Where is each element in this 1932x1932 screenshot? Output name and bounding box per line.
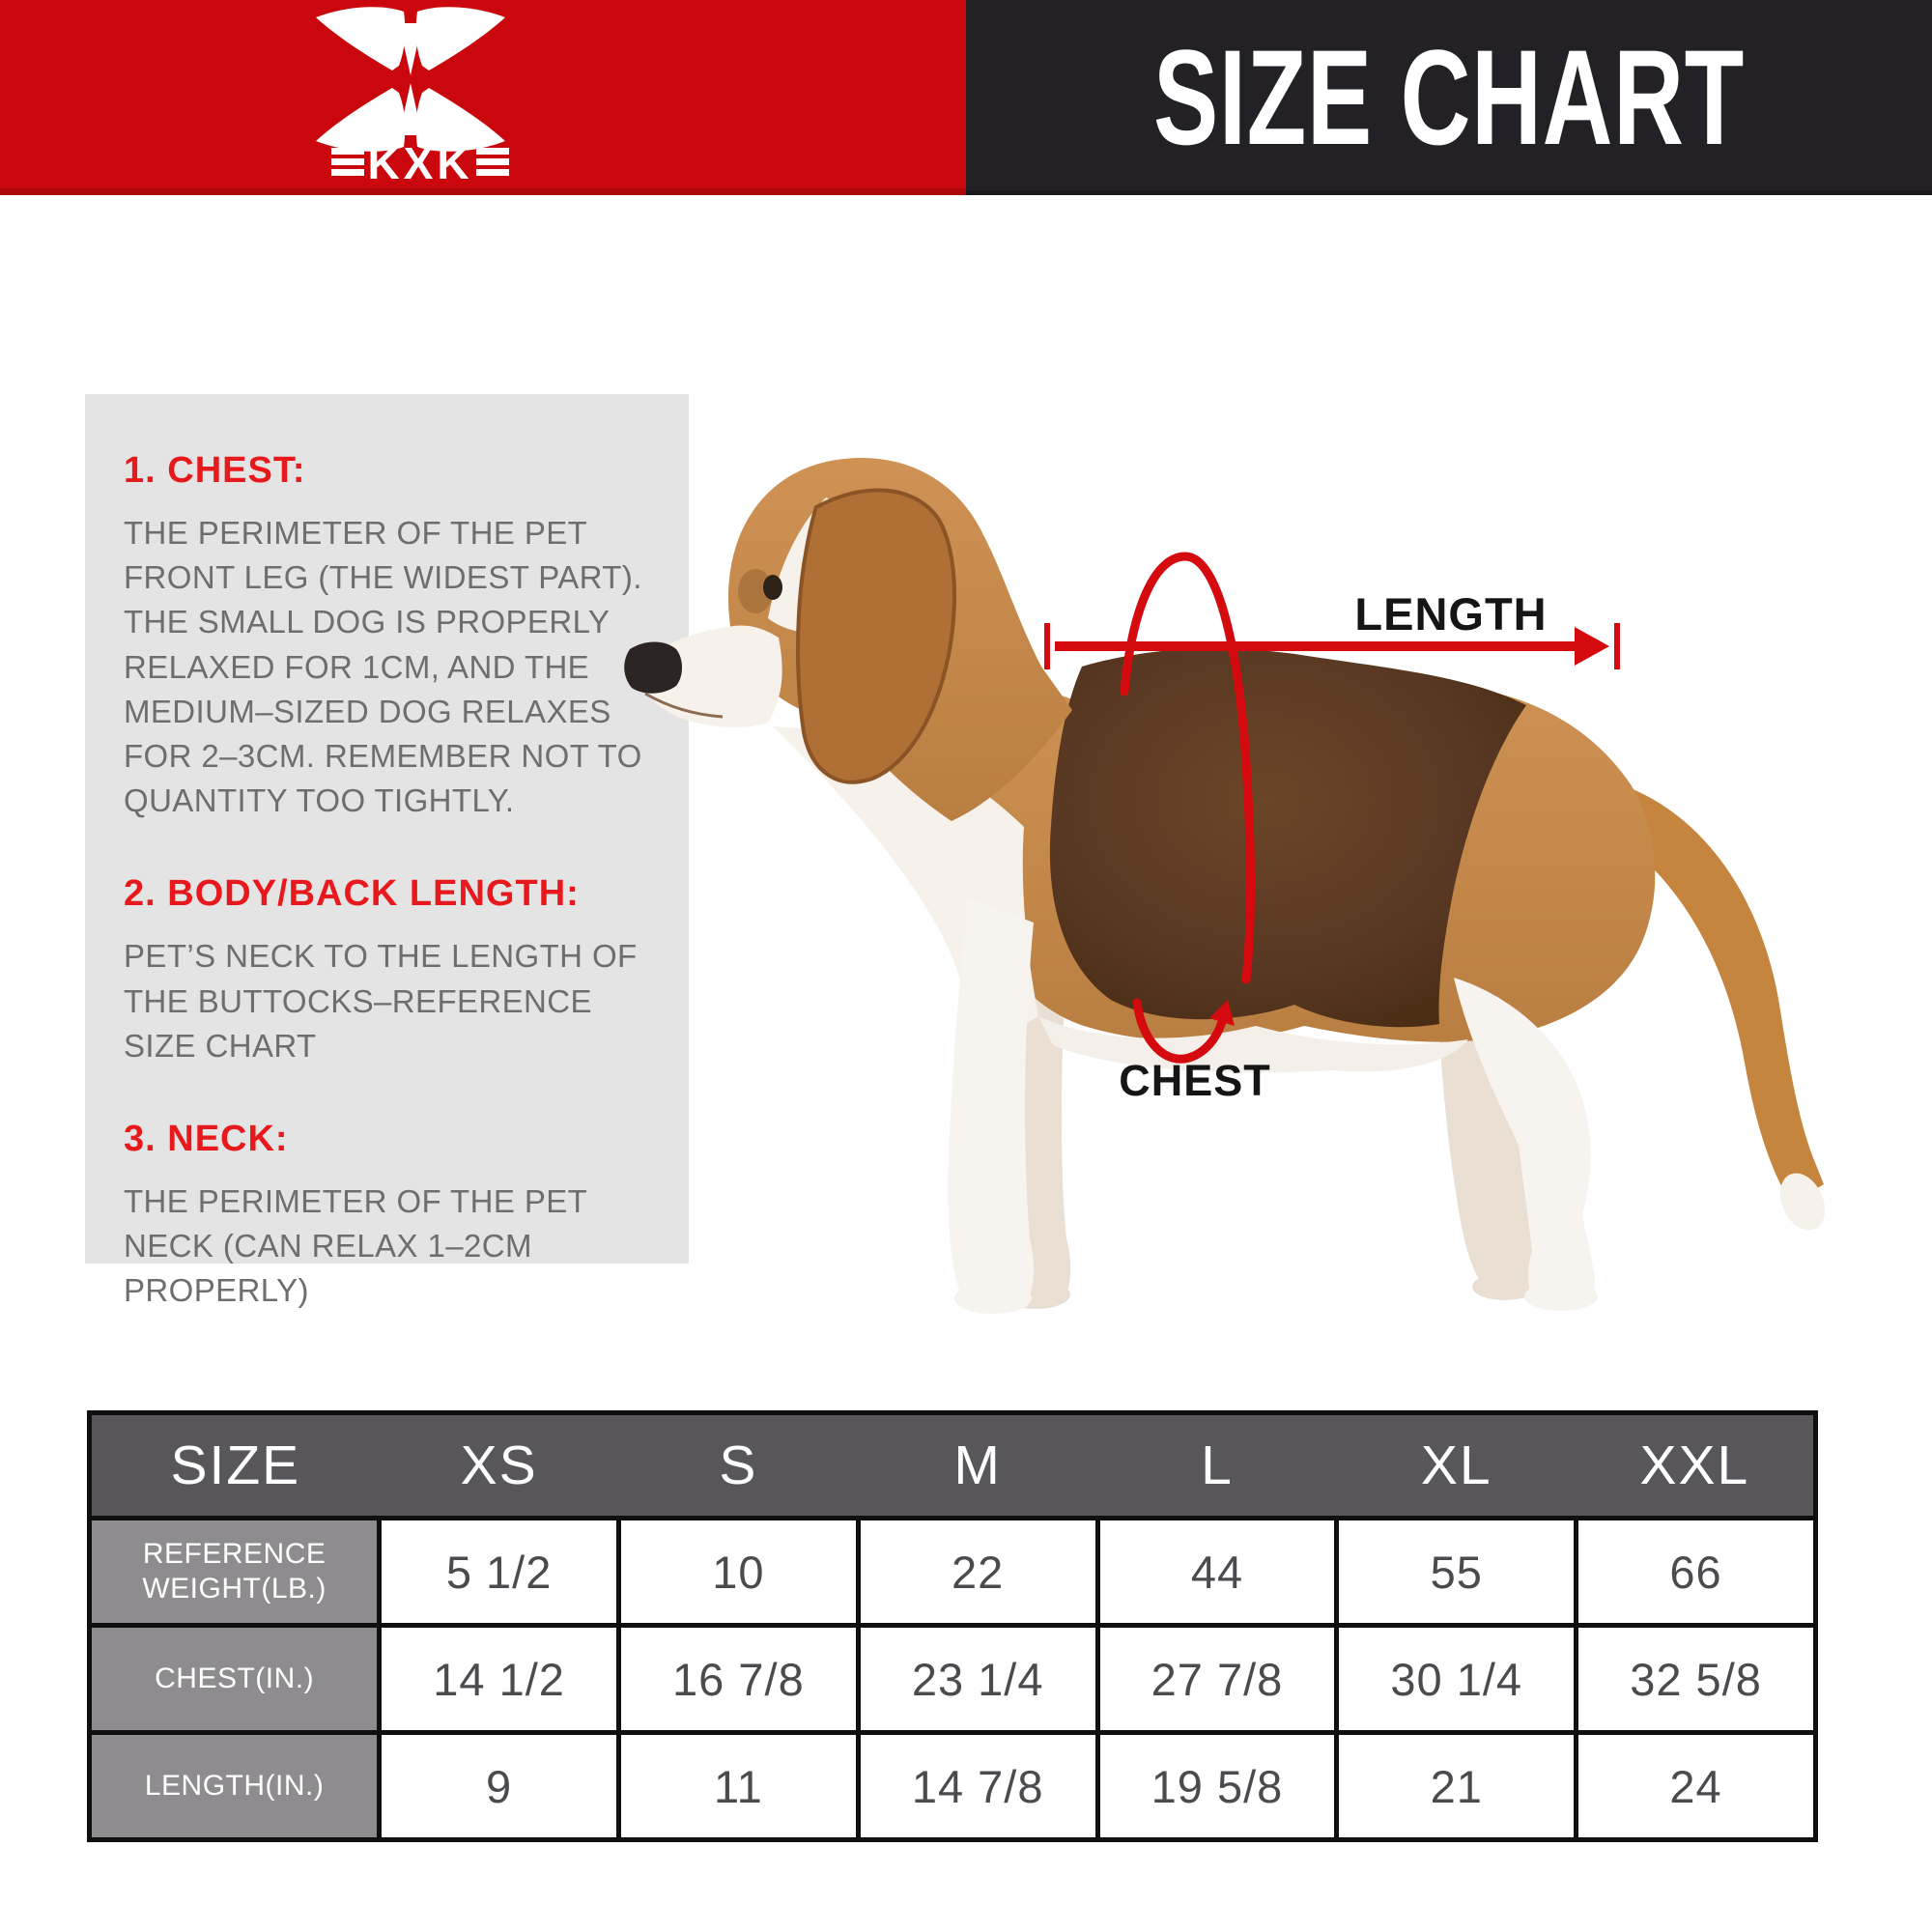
row-label-length: LENGTH(IN.) xyxy=(86,1730,383,1842)
weight-xs: 5 1/2 xyxy=(377,1516,621,1628)
table-header-xxl: XXL xyxy=(1576,1410,1818,1520)
instruction-body: THE PERIMETER OF THE PET FRONT LEG (THE … xyxy=(124,515,642,819)
instruction-section-neck: 3. NECK: THE PERIMETER OF THE PET NECK (… xyxy=(124,1119,650,1314)
instruction-section-chest: 1. CHEST: THE PERIMETER OF THE PET FRONT… xyxy=(124,450,650,823)
length-arrow xyxy=(1044,623,1620,669)
chest-xs: 14 1/2 xyxy=(377,1623,621,1735)
length-xl: 21 xyxy=(1334,1730,1579,1842)
title-banner: SIZE CHART xyxy=(966,0,1932,195)
table-header-m: M xyxy=(858,1410,1098,1520)
table-header-xs: XS xyxy=(379,1410,619,1520)
length-s: 11 xyxy=(616,1730,861,1842)
weight-s: 10 xyxy=(616,1516,861,1628)
chest-xxl: 32 5/8 xyxy=(1574,1623,1818,1735)
chest-m: 23 1/4 xyxy=(855,1623,1100,1735)
brand-banner xyxy=(0,0,966,195)
chest-arrow xyxy=(1120,552,1255,1064)
length-l: 19 5/8 xyxy=(1094,1730,1340,1842)
chest-l: 27 7/8 xyxy=(1094,1623,1340,1735)
instruction-heading: 3. NECK: xyxy=(124,1118,289,1159)
length-m: 14 7/8 xyxy=(855,1730,1100,1842)
table-header-s: S xyxy=(618,1410,859,1520)
instruction-section-body-length: 2. BODY/BACK LENGTH: PET’S NECK TO THE L… xyxy=(124,873,650,1068)
dog-illustration xyxy=(624,457,1826,1314)
row-label-chest: CHEST(IN.) xyxy=(86,1623,383,1735)
row-label-weight: REFERENCE WEIGHT(LB.) xyxy=(86,1516,383,1628)
table-header-xl: XL xyxy=(1336,1410,1577,1520)
weight-l: 44 xyxy=(1094,1516,1340,1628)
table-header-size: SIZE xyxy=(86,1410,380,1520)
weight-m: 22 xyxy=(855,1516,1100,1628)
table-row-weight: REFERENCE WEIGHT(LB.) 5 1/2 10 22 44 55 … xyxy=(86,1516,1818,1628)
instruction-heading: 2. BODY/BACK LENGTH: xyxy=(124,873,580,915)
chest-xl: 30 1/4 xyxy=(1334,1623,1579,1735)
instructions-panel: 1. CHEST: THE PERIMETER OF THE PET FRONT… xyxy=(85,394,689,1308)
chest-s: 16 7/8 xyxy=(616,1623,861,1735)
dog-eye xyxy=(763,575,782,600)
instruction-body: THE PERIMETER OF THE PET NECK (CAN RELAX… xyxy=(124,1182,587,1309)
table-header-l: L xyxy=(1097,1410,1337,1520)
top-banner: SIZE CHART xyxy=(0,0,1932,195)
instruction-body: PET’S NECK TO THE LENGTH OF THE BUTTOCKS… xyxy=(124,938,638,1064)
weight-xl: 55 xyxy=(1334,1516,1579,1628)
size-table: SIZE XS S M L XL XXL REFERENCE WEIGHT(LB… xyxy=(86,1410,1818,1842)
page-title: SIZE CHART xyxy=(1153,21,1745,173)
dog-ear xyxy=(796,488,956,784)
table-row-chest: CHEST(IN.) 14 1/2 16 7/8 23 1/4 27 7/8 3… xyxy=(86,1623,1818,1735)
instruction-heading: 1. CHEST: xyxy=(124,450,306,491)
length-xxl: 24 xyxy=(1574,1730,1818,1842)
table-header-row: SIZE XS S M L XL XXL xyxy=(86,1410,1818,1520)
length-xs: 9 xyxy=(377,1730,621,1842)
length-label: LENGTH xyxy=(1354,588,1547,639)
chest-label: CHEST xyxy=(1119,1056,1271,1105)
weight-xxl: 66 xyxy=(1574,1516,1818,1628)
table-row-length: LENGTH(IN.) 9 11 14 7/8 19 5/8 21 24 xyxy=(86,1730,1818,1842)
